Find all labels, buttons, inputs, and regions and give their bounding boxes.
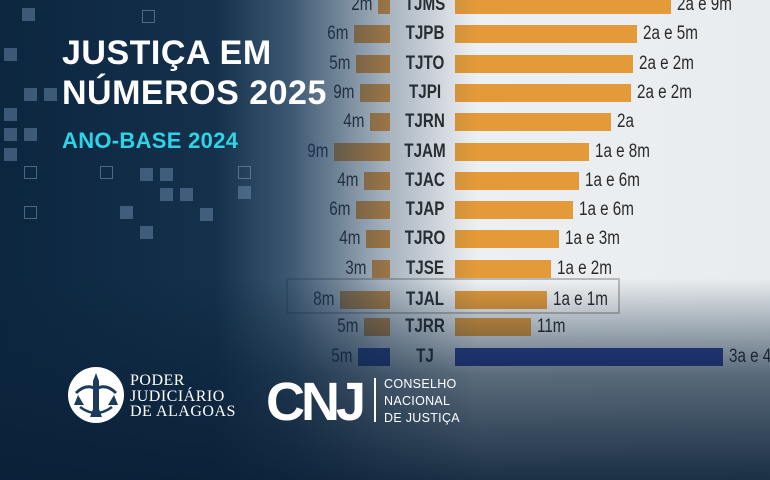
pj-wordmark: PODER JUDICIÁRIO DE ALAGOAS	[130, 373, 236, 420]
cnj-line: CONSELHO	[384, 377, 457, 391]
pj-line: PODER	[130, 372, 185, 389]
decor-square	[4, 48, 17, 61]
decor-square	[24, 166, 37, 179]
scales-of-justice-icon	[68, 367, 124, 423]
headline-title-line-2: NÚMEROS 2025	[62, 74, 327, 112]
decor-square	[44, 88, 57, 101]
decor-square	[142, 10, 155, 23]
decor-square	[22, 8, 35, 21]
decor-square	[4, 128, 17, 141]
decor-square	[4, 108, 17, 121]
headline-subtitle: ANO-BASE 2024	[62, 128, 239, 153]
decor-square	[4, 148, 17, 161]
headline-title-line-1: JUSTIÇA EM	[62, 34, 272, 72]
cnj-divider	[374, 378, 376, 422]
decor-square	[140, 168, 153, 181]
pj-line: JUDICIÁRIO	[130, 387, 225, 405]
headline-title: JUSTIÇA EM NÚMEROS 2025	[62, 33, 327, 113]
cnj-line: NACIONAL	[384, 394, 451, 408]
cnj-wordmark: CONSELHO NACIONAL DE JUSTIÇA	[384, 376, 460, 427]
decor-square	[24, 206, 37, 219]
cnj-logo: CNJ CONSELHO NACIONAL DE JUSTIÇA	[266, 372, 476, 428]
cnj-line: DE JUSTIÇA	[384, 411, 460, 425]
decor-square	[200, 208, 213, 221]
decor-square	[100, 166, 113, 179]
cnj-monogram-icon: CNJ	[266, 372, 367, 428]
decor-square	[24, 88, 37, 101]
poder-judiciario-alagoas-logo: PODER JUDICIÁRIO DE ALAGOAS	[66, 365, 246, 427]
decor-square	[238, 166, 251, 179]
decor-square	[24, 128, 37, 141]
decor-square	[238, 186, 251, 199]
pj-line: DE ALAGOAS	[130, 403, 236, 420]
decor-square	[160, 188, 173, 201]
decor-square	[120, 206, 133, 219]
decor-square	[140, 226, 153, 239]
decor-square	[180, 188, 193, 201]
svg-text:CNJ: CNJ	[266, 372, 363, 428]
decor-square	[160, 168, 173, 181]
